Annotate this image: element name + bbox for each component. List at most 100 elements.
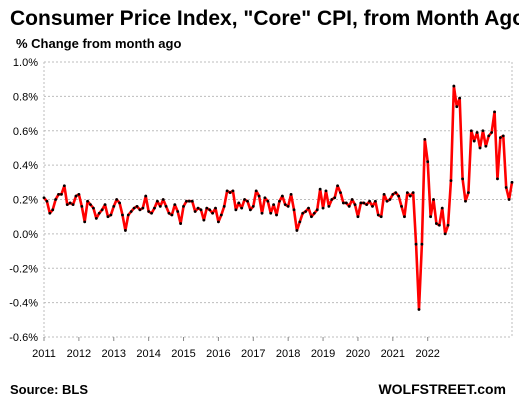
chart-title: Consumer Price Index, "Core" CPI, from M… bbox=[10, 7, 519, 30]
data-point bbox=[269, 211, 273, 215]
data-point bbox=[411, 191, 415, 195]
y-tick-label: 0.0% bbox=[13, 229, 38, 241]
data-point bbox=[89, 203, 92, 207]
data-point bbox=[496, 177, 499, 181]
data-point bbox=[275, 213, 278, 217]
data-point bbox=[443, 232, 447, 236]
data-point bbox=[437, 223, 441, 227]
data-point bbox=[504, 186, 508, 189]
data-point bbox=[484, 144, 488, 148]
data-point bbox=[83, 220, 87, 224]
data-point bbox=[510, 180, 514, 184]
data-point bbox=[237, 201, 241, 205]
data-point bbox=[173, 203, 177, 207]
data-point bbox=[129, 210, 133, 213]
y-tick-label: 0.8% bbox=[13, 91, 38, 103]
data-point bbox=[228, 191, 232, 195]
data-point bbox=[150, 211, 153, 215]
data-point bbox=[426, 160, 430, 164]
data-point bbox=[452, 84, 456, 88]
data-point bbox=[408, 194, 412, 198]
data-point bbox=[295, 229, 299, 232]
brand-label: WOLFSTREET.com bbox=[378, 381, 506, 397]
data-point bbox=[234, 208, 238, 212]
x-axis-ticks: 2011 2012 2013 2014 2015 2016 2017 2018 2019 2020… bbox=[32, 337, 440, 360]
data-point bbox=[100, 208, 104, 212]
x-tick-label: 2017 bbox=[241, 348, 265, 360]
y-tick-label: -0.2% bbox=[9, 263, 38, 275]
data-point bbox=[342, 201, 345, 205]
data-point bbox=[440, 206, 444, 210]
data-point bbox=[170, 213, 174, 217]
data-point bbox=[251, 204, 255, 208]
data-point bbox=[336, 184, 339, 188]
data-point bbox=[423, 137, 427, 141]
data-point bbox=[147, 210, 151, 213]
data-point bbox=[472, 139, 476, 143]
data-point bbox=[353, 203, 357, 207]
data-point bbox=[490, 131, 494, 134]
y-axis-ticks: -0.6% -0.4% -0.2% 0.0% 0.2% 0.4% 0.6% 0.8% 1.0% bbox=[9, 57, 38, 344]
data-point bbox=[246, 199, 249, 203]
data-point bbox=[106, 215, 110, 219]
data-point bbox=[112, 204, 116, 208]
data-point bbox=[54, 198, 58, 201]
data-point bbox=[45, 199, 49, 203]
data-point bbox=[263, 196, 267, 200]
data-point bbox=[80, 204, 84, 208]
data-point bbox=[208, 208, 212, 212]
data-point bbox=[356, 215, 360, 219]
y-tick-label: 1.0% bbox=[13, 57, 38, 69]
data-point bbox=[330, 198, 334, 201]
chart-subtitle: % Change from month ago bbox=[16, 36, 181, 51]
data-point bbox=[254, 189, 258, 193]
data-point bbox=[138, 208, 142, 212]
data-point bbox=[48, 211, 52, 215]
data-point bbox=[283, 203, 287, 207]
x-tick-label: 2021 bbox=[381, 348, 405, 360]
data-point bbox=[388, 198, 392, 201]
data-point bbox=[60, 192, 63, 196]
x-tick-label: 2019 bbox=[311, 348, 335, 360]
data-point bbox=[266, 199, 270, 203]
data-point bbox=[217, 220, 220, 224]
data-point bbox=[304, 210, 308, 213]
data-point bbox=[240, 206, 244, 210]
data-point bbox=[144, 194, 148, 198]
series-layer bbox=[42, 84, 514, 311]
source-label: Source: BLS bbox=[10, 382, 88, 397]
data-point bbox=[257, 194, 261, 198]
data-point bbox=[507, 198, 511, 201]
data-point bbox=[243, 198, 246, 201]
y-tick-label: 0.4% bbox=[13, 160, 38, 172]
data-point bbox=[225, 189, 229, 193]
data-point bbox=[493, 110, 496, 114]
data-point bbox=[478, 146, 482, 150]
data-point bbox=[176, 210, 180, 213]
data-point bbox=[278, 199, 281, 203]
data-point bbox=[339, 191, 342, 195]
data-point bbox=[333, 196, 337, 200]
data-point bbox=[382, 192, 386, 196]
data-point bbox=[461, 177, 464, 181]
data-point bbox=[347, 204, 351, 208]
data-point bbox=[350, 198, 354, 201]
data-point bbox=[65, 203, 69, 207]
data-point bbox=[92, 206, 95, 210]
data-point bbox=[68, 201, 72, 205]
data-point bbox=[420, 242, 424, 246]
data-point bbox=[260, 211, 264, 215]
data-point bbox=[57, 192, 60, 196]
y-tick-label: -0.6% bbox=[9, 332, 38, 344]
data-point bbox=[132, 206, 136, 210]
y-tick-label: -0.4% bbox=[9, 298, 38, 310]
data-point bbox=[202, 218, 206, 222]
data-point bbox=[327, 204, 331, 208]
data-point bbox=[312, 211, 316, 215]
data-point bbox=[74, 194, 78, 198]
data-point bbox=[158, 204, 162, 208]
data-point bbox=[193, 210, 197, 213]
data-point bbox=[187, 199, 191, 203]
data-point bbox=[301, 211, 305, 215]
